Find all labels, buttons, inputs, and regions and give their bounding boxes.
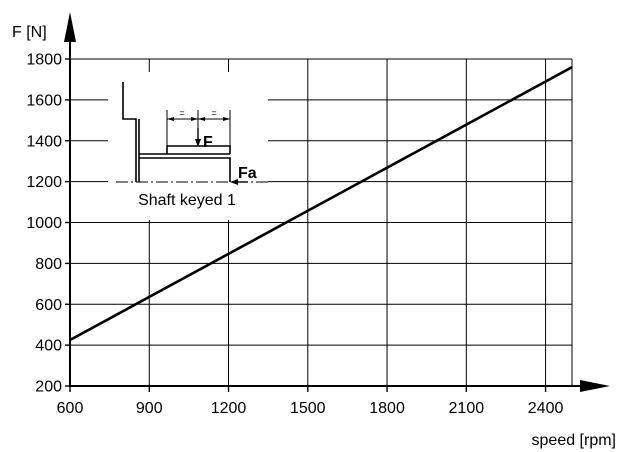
x-tick-label: 2400 [528,400,564,417]
dim-arrow-4 [223,117,230,121]
y-tick-label: 200 [35,379,62,396]
x-tick-label: 1200 [211,400,247,417]
x-axis-label: speed [rpm] [532,432,616,449]
inset-shaft-diagram: = = F Fa Shaft keyed 1 [108,72,268,220]
y-tick-label: 1200 [26,174,62,191]
dim-arrow-1 [167,117,174,121]
equal-mark-right: = [211,108,216,118]
inset-caption: Shaft keyed 1 [138,192,236,209]
dim-arrow-3 [198,117,205,121]
axial-force-arrow-icon [230,179,238,185]
ticks: 200 400 600 800 1000 1200 1400 1600 1800 600 900 12… [26,52,563,418]
y-tick-label: 1800 [26,52,62,69]
x-tick-label: 1500 [290,400,326,417]
x-tick-label: 2100 [449,400,485,417]
y-axis-arrow [64,12,76,42]
x-tick-label: 1800 [369,400,405,417]
y-tick-label: 400 [35,338,62,355]
equal-mark-left: = [179,108,184,118]
series-line [70,66,572,342]
y-tick-label: 600 [35,297,62,314]
shaft-profile-icon [122,82,231,182]
x-tick-label: 600 [57,400,84,417]
force-arrow-icon [195,139,201,147]
y-tick-label: 1000 [26,215,62,232]
force-label: F [203,134,213,151]
x-axis-arrow [580,380,610,392]
y-tick-label: 1400 [26,133,62,150]
y-tick-label: 1600 [26,92,62,109]
series [70,66,572,342]
x-tick-label: 900 [136,400,163,417]
axial-force-label: Fa [238,165,257,182]
y-axis-label: F [N] [12,24,47,41]
y-tick-label: 800 [35,256,62,273]
dim-arrow-2 [191,117,198,121]
